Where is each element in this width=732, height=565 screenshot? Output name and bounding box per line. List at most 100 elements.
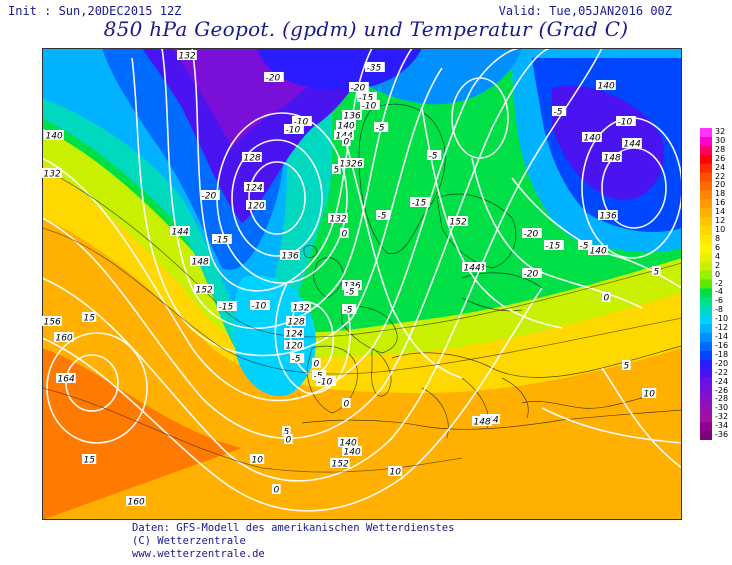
contour-label-box	[472, 416, 492, 426]
contour-label-box	[242, 152, 262, 162]
legend-swatch	[700, 261, 712, 272]
contour-label-box	[170, 226, 190, 236]
legend-label: -16	[715, 340, 729, 350]
contour-label-box	[598, 210, 618, 220]
contour-label-box	[376, 210, 391, 220]
legend-label: 24	[715, 162, 726, 172]
contour-label: 136	[600, 212, 617, 222]
contour-label-box	[82, 312, 97, 322]
legend-swatch	[700, 279, 712, 289]
contour-label-box	[330, 458, 350, 468]
contour-label-box	[286, 316, 306, 326]
legend-swatch	[700, 413, 712, 423]
legend-swatch	[700, 297, 712, 307]
legend-swatch	[700, 377, 712, 388]
contour-label: 160	[128, 498, 145, 508]
contour-label: -20	[524, 270, 539, 280]
contour-label-box	[291, 302, 311, 312]
legend-label: -20	[715, 358, 729, 368]
legend-swatch	[700, 404, 712, 414]
legend-swatch	[700, 199, 712, 209]
legend-swatch	[700, 128, 712, 138]
contour-label: -15	[412, 199, 427, 209]
contour-label-box	[522, 268, 542, 278]
legend-label: -34	[715, 421, 729, 431]
legend-swatch	[700, 368, 712, 379]
contour-label-box	[272, 484, 281, 494]
legend-swatch	[700, 422, 712, 432]
legend-swatch	[700, 243, 712, 254]
contour-label-box	[602, 292, 611, 302]
contour-label: 5	[624, 362, 630, 372]
contour-label: 124	[286, 330, 303, 340]
contour-label-box	[284, 340, 304, 350]
contour-label-box	[312, 370, 327, 380]
contour-label-box	[217, 301, 237, 311]
temp-field-lime	[42, 108, 682, 358]
contour-label: 0	[274, 486, 280, 496]
contour-label: -15	[359, 94, 374, 104]
legend-label: 10	[715, 225, 726, 235]
contour-label: -5	[554, 108, 563, 118]
legend-label: 22	[715, 171, 726, 181]
legend-label: 16	[715, 198, 726, 208]
contour-label-box	[360, 100, 380, 110]
contour-label-box	[622, 360, 631, 370]
contour-label-box	[246, 200, 266, 210]
contour-label: 144	[624, 140, 641, 150]
legend-label: 8	[715, 233, 721, 243]
legend-swatch	[700, 154, 712, 165]
contour-label-box	[316, 376, 336, 386]
legend-swatch	[700, 234, 712, 245]
contour-labels: -35-20132-20-15-10136140144-10-512812412…	[42, 50, 661, 508]
contour-label: 140	[598, 82, 615, 92]
contour-label-box	[642, 388, 657, 398]
footer-copyright: (C) Wetterzentrale	[132, 535, 246, 547]
contour-label: 152	[196, 286, 213, 296]
contour-label-box	[652, 266, 661, 276]
contour-label-box	[342, 136, 351, 146]
contour-label: -10	[294, 118, 309, 128]
contour-label-box	[552, 106, 567, 116]
valid-time-label: Valid: Tue,05JAN2016 00Z	[498, 4, 672, 18]
contour-label-box	[522, 228, 542, 238]
contour-label-box	[427, 150, 442, 160]
contour-label-box	[582, 132, 602, 142]
legend-swatch	[700, 217, 712, 227]
contour-label: 10	[644, 390, 656, 400]
contour-label: -20	[202, 192, 217, 202]
legend-label: -12	[715, 323, 729, 333]
contour-label-box	[284, 328, 304, 338]
legend-swatch	[700, 172, 712, 182]
contour-label: 0	[604, 294, 610, 304]
contour-label: 144	[464, 264, 481, 274]
contour-label: 140	[46, 132, 63, 142]
contour-label: 136	[282, 252, 299, 262]
legend-label: -4	[715, 287, 723, 297]
legend-label: -2	[715, 278, 723, 288]
legend-swatch	[700, 270, 712, 281]
contour-label: 140	[338, 122, 355, 132]
contour-label-box	[264, 72, 284, 82]
contour-label-box	[44, 130, 64, 140]
contour-label: 132	[340, 160, 357, 170]
contour-label-box	[342, 398, 351, 408]
contour-label: 148	[474, 418, 491, 428]
contour-label-box	[344, 286, 359, 296]
contour-label-box	[312, 358, 321, 368]
contour-label: 140	[344, 448, 361, 458]
legend-swatch	[700, 341, 712, 352]
contour-label: 5	[654, 268, 660, 278]
contour-label-box	[578, 240, 593, 250]
contour-label: 0	[286, 436, 292, 446]
contour-label: 0	[344, 138, 350, 148]
legend-label: 18	[715, 189, 726, 199]
legend-label: 2	[715, 260, 721, 270]
contour-label: 124	[246, 184, 263, 194]
legend-label: -22	[715, 367, 729, 377]
contour-label-box	[342, 110, 362, 120]
contour-label: 152	[332, 460, 349, 470]
legend-label: -36	[715, 430, 729, 440]
contour-label-box	[42, 316, 62, 326]
legend-label: -30	[715, 403, 729, 413]
